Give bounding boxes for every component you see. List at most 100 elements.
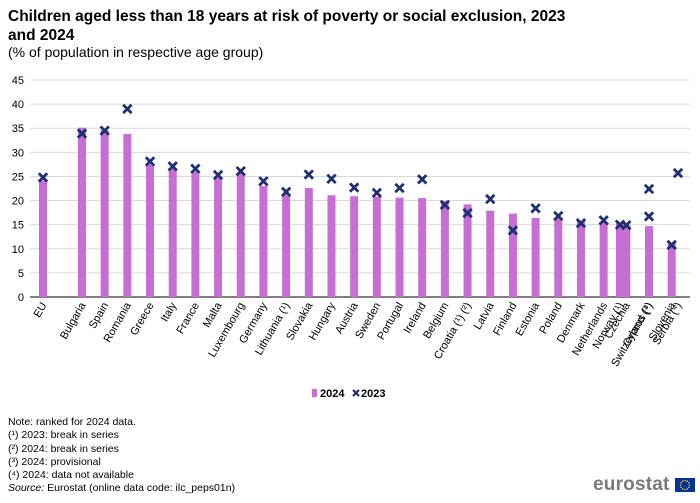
y-tick-label: 30 [12,147,24,159]
y-tick-label: 10 [12,244,24,256]
marker-stroke [37,172,49,183]
legend-marker-2023 [352,389,360,397]
bar-2024 [350,196,359,297]
marker-stroke [394,182,405,194]
y-tick-label: 20 [12,196,24,208]
x-tick-label: Bulgaria [58,300,89,342]
marker-stroke [598,215,609,226]
footnote: (⁴) 2024: data not available [8,469,134,482]
marker-stroke [439,199,451,211]
marker-2023 [666,239,677,251]
source-line: Source: Eurostat (online data code: ilc_… [8,482,235,495]
y-tick-label: 25 [12,171,24,183]
marker-2023 [643,211,655,222]
legend-label-2024: 2024 [320,388,345,400]
bar-2024 [554,218,563,297]
marker-2023 [643,183,655,195]
marker-stroke [76,128,88,139]
marker-2023 [485,193,496,205]
marker-2023 [530,203,541,214]
source-text: Eurostat (online data code: ilc_peps01n) [47,482,236,495]
bar-2024 [372,196,381,297]
y-tick-label: 40 [12,99,24,111]
x-tick-label: France [174,301,202,337]
bar-2024 [39,180,47,297]
bar-2024 [282,194,291,297]
marker-2023 [122,103,133,115]
bar-2024 [100,130,109,297]
y-tick-label: 35 [12,123,24,135]
bar-2024 [123,134,132,297]
bar-2024 [486,210,495,297]
marker-stroke [485,193,496,205]
marker-stroke [643,211,655,222]
y-tick-label: 5 [18,268,24,280]
footnote: (³) 2024: provisional [8,455,101,468]
marker-stroke [167,161,178,172]
marker-2023 [507,225,519,236]
marker-2023 [303,169,314,180]
bars-2024 [39,127,676,298]
marker-stroke [553,210,564,222]
marker-stroke [575,218,587,229]
marker-2023 [598,215,609,226]
bar-2024 [576,220,585,297]
eurostat-logo: eurostat [593,474,695,496]
y-tick-label: 0 [18,292,24,304]
marker-2023 [462,207,473,219]
marker-stroke [122,103,133,115]
bar-2024 [78,127,86,298]
marker-stroke [303,169,314,180]
marker-2023 [614,219,626,230]
marker-2023 [575,218,587,229]
marker-stroke [348,182,360,193]
marker-2023 [258,176,269,187]
bar-2024 [327,195,336,297]
marker-2023 [212,169,224,181]
bar-2024 [616,223,624,297]
x-tick-label: EU [32,300,50,319]
marker-2023 [76,128,88,139]
x-tick-label: Malta [201,300,225,330]
bar-2024 [214,177,223,297]
marker-stroke [371,187,383,199]
bar-2024 [418,198,427,297]
marker-2023 [371,187,383,199]
marker-2023 [439,199,451,211]
bar-2024 [667,242,676,297]
marker-stroke [212,169,224,181]
marker-stroke [326,173,337,185]
marker-2023 [235,165,246,177]
source-label: Source: [8,482,45,495]
notes: Note: ranked for 2024 data. (¹) 2023: br… [8,416,235,496]
marker-2023 [37,172,49,183]
marker-stroke [643,183,655,195]
bar-2024 [508,213,517,297]
chart-title: Children aged less than 18 years at risk… [8,8,566,44]
marker-2023 [417,174,428,185]
marker-2023 [190,163,201,174]
marker-stroke [507,225,519,236]
marker-stroke [235,165,246,177]
bar-2024 [146,164,155,297]
marker-2023 [348,182,360,193]
markers-2023 [37,103,684,251]
marker-2023 [144,156,156,167]
marker-2023 [553,210,564,222]
marker-2023 [326,173,337,185]
bar-2024 [440,201,449,297]
bar-2024 [236,173,245,297]
chart-subtitle: (% of population in respective age group… [8,44,264,60]
legend-label-2023: 2023 [361,388,385,400]
marker-stroke [666,239,677,251]
bar-2024 [191,171,200,297]
marker-2023 [99,125,110,136]
gridlines [30,79,690,298]
marker-stroke [672,167,684,179]
legend-swatch-2024 [312,389,317,397]
bar-2024 [259,186,268,297]
bar-2024 [304,188,313,297]
marker-stroke [258,176,269,187]
y-tick-label: 45 [12,75,24,87]
